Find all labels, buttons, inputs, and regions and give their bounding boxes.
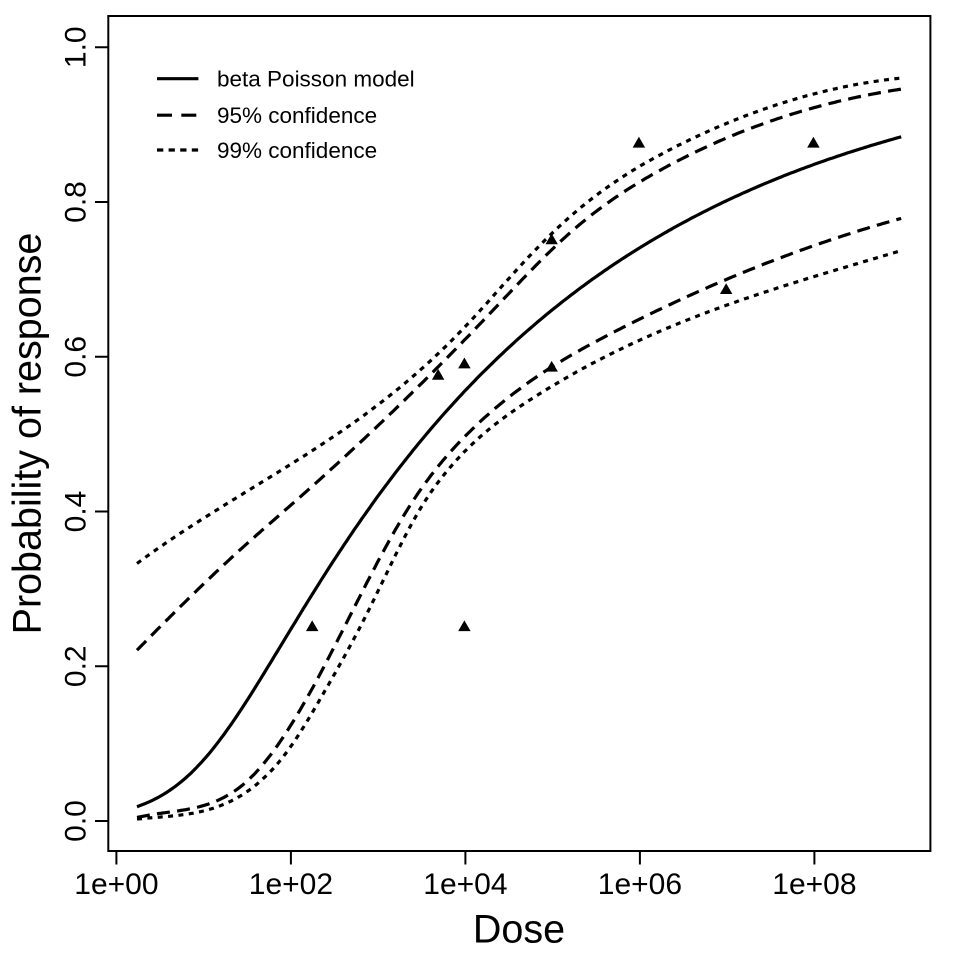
svg-text:1e+08: 1e+08 (772, 868, 856, 901)
svg-text:0.0: 0.0 (60, 800, 93, 842)
svg-text:Probability of response: Probability of response (6, 233, 50, 635)
svg-text:0.4: 0.4 (60, 491, 93, 533)
svg-text:0.6: 0.6 (60, 336, 93, 378)
svg-text:99% confidence: 99% confidence (217, 138, 377, 163)
svg-text:1.0: 1.0 (60, 26, 93, 68)
svg-text:1e+04: 1e+04 (423, 868, 507, 901)
svg-text:beta Poisson model: beta Poisson model (217, 67, 415, 92)
svg-text:0.8: 0.8 (60, 181, 93, 223)
svg-text:Dose: Dose (473, 908, 565, 952)
svg-text:0.2: 0.2 (60, 645, 93, 687)
svg-text:1e+00: 1e+00 (74, 868, 158, 901)
svg-text:1e+02: 1e+02 (249, 868, 333, 901)
svg-text:1e+06: 1e+06 (598, 868, 682, 901)
svg-text:95% confidence: 95% confidence (217, 103, 377, 128)
